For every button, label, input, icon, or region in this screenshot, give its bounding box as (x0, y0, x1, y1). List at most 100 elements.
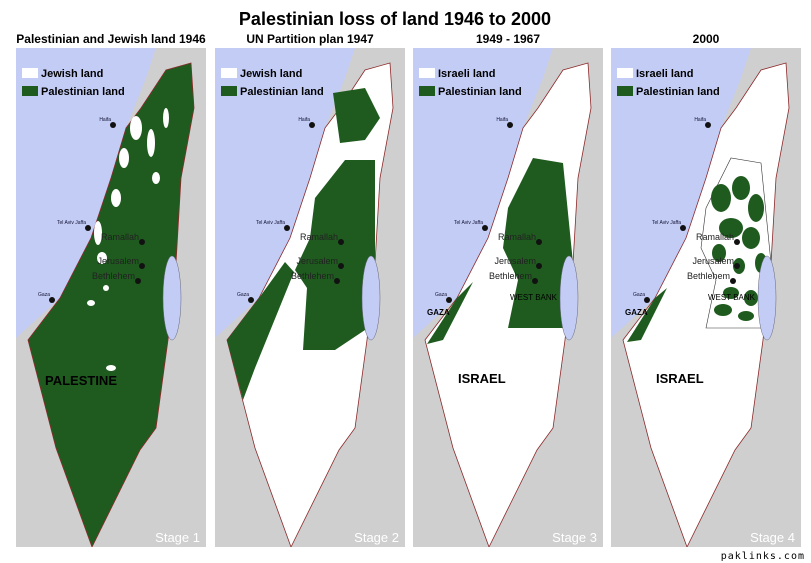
mediterranean-sea (413, 48, 553, 338)
palestinian-land-area (427, 282, 473, 344)
jewish-land-patch (97, 252, 107, 264)
stage-label: Stage 2 (354, 530, 399, 545)
panel-title: UN Partition plan 1947 (246, 32, 374, 46)
city-marker (536, 239, 542, 245)
palestinian-enclave (723, 287, 739, 299)
legend-label: Palestinian land (636, 86, 720, 98)
legend-swatch-israeli (22, 68, 38, 78)
city-label: Jerusalem (97, 256, 139, 266)
palestinian-enclave (744, 290, 758, 306)
city-marker (644, 297, 650, 303)
legend-swatch-palestinian (221, 86, 237, 96)
palestinian-enclave (712, 244, 726, 262)
dead-sea (757, 255, 777, 341)
city-label: Jerusalem (692, 256, 734, 266)
city-label: Tel Aviv Jaffa (256, 220, 285, 226)
city-label: Haifa (496, 117, 508, 123)
stage-label: Stage 3 (552, 530, 597, 545)
legend-label: Israeli land (636, 68, 693, 80)
legend-swatch-palestinian (419, 86, 435, 96)
city-marker (135, 278, 141, 284)
city-label: Bethlehem (687, 271, 730, 281)
city-label: Ramallah (696, 232, 734, 242)
legend-label: Palestinian land (240, 86, 324, 98)
city-marker (482, 225, 488, 231)
jewish-land-patch (130, 116, 142, 140)
mediterranean-sea (611, 48, 751, 338)
map-svg: Jewish land Palestinian land Haifa Tel Aviv… (16, 48, 206, 547)
city-marker (705, 122, 711, 128)
jewish-land-patch (111, 189, 121, 207)
legend-swatch-israeli (419, 68, 435, 78)
legend-label: Jewish land (240, 68, 302, 80)
legend-label: Israeli land (438, 68, 495, 80)
city-marker (49, 297, 55, 303)
map-svg: Israeli land Palestinian land Haifa Tel Avi… (611, 48, 801, 547)
panel-title: 2000 (692, 32, 720, 46)
city-label: Gaza (633, 292, 645, 298)
stage-label: Stage 4 (750, 530, 795, 545)
city-label: Tel Aviv Jaffa (57, 220, 86, 226)
country-label: ISRAEL (458, 371, 506, 386)
palestinian-enclave (738, 311, 754, 321)
city-marker (139, 239, 145, 245)
palestinian-enclave (714, 304, 732, 316)
city-marker (338, 239, 344, 245)
city-label: Bethlehem (489, 271, 532, 281)
city-label: Haifa (99, 117, 111, 123)
legend-label: Palestinian land (438, 86, 522, 98)
legend-swatch-israeli (617, 68, 633, 78)
city-marker (284, 225, 290, 231)
legend-swatch-israeli (221, 68, 237, 78)
city-marker (309, 122, 315, 128)
palestinian-land-area (333, 88, 380, 143)
palestinian-enclave (732, 176, 750, 200)
panel-title: Palestinian and Jewish land 1946 (16, 32, 206, 46)
jewish-land-patch (87, 300, 95, 306)
panel-title: 1949 - 1967 (475, 32, 541, 46)
west-bank-label: WEST BANK (510, 293, 558, 302)
palestinian-enclave (711, 184, 731, 212)
mediterranean-sea (16, 48, 156, 338)
jewish-land-patch (152, 172, 160, 184)
map-panel-stage-2: Jewish land Palestinian land Haifa Tel Aviv… (215, 48, 405, 547)
city-label: Jerusalem (494, 256, 536, 266)
stage-label: Stage 1 (155, 530, 200, 545)
jewish-land-patch (94, 221, 102, 245)
city-label: Haifa (298, 117, 310, 123)
city-marker (507, 122, 513, 128)
city-marker (139, 263, 145, 269)
palestinian-land-area (227, 262, 294, 400)
city-marker (446, 297, 452, 303)
city-label: Ramallah (498, 232, 536, 242)
map-title: Palestinian loss of land 1946 to 2000 (238, 9, 552, 29)
jewish-land-patch (119, 148, 129, 168)
city-label: Tel Aviv Jaffa (652, 220, 681, 226)
palestinian-enclave (748, 194, 764, 222)
legend-swatch-palestinian (22, 86, 38, 96)
jewish-land-patch (103, 285, 109, 291)
jewish-land-patch (163, 108, 169, 128)
legend-swatch-palestinian (617, 86, 633, 96)
city-label: Tel Aviv Jaffa (454, 220, 483, 226)
city-marker (730, 278, 736, 284)
city-marker (734, 239, 740, 245)
country-area (27, 62, 195, 547)
city-marker (248, 297, 254, 303)
dead-sea (361, 255, 381, 341)
city-label: Bethlehem (291, 271, 334, 281)
palestinian-land-area (627, 288, 667, 342)
west-bank-label: WEST BANK (708, 293, 756, 302)
city-marker (734, 263, 740, 269)
city-label: Ramallah (101, 232, 139, 242)
city-marker (338, 263, 344, 269)
city-marker (532, 278, 538, 284)
palestinian-enclave (742, 227, 760, 249)
city-label: Ramallah (300, 232, 338, 242)
country-label: PALESTINE (45, 373, 117, 388)
city-marker (536, 263, 542, 269)
country-label: ISRAEL (656, 371, 704, 386)
city-label: Bethlehem (92, 271, 135, 281)
city-label: Gaza (435, 292, 447, 298)
palestinian-enclave (719, 218, 743, 238)
